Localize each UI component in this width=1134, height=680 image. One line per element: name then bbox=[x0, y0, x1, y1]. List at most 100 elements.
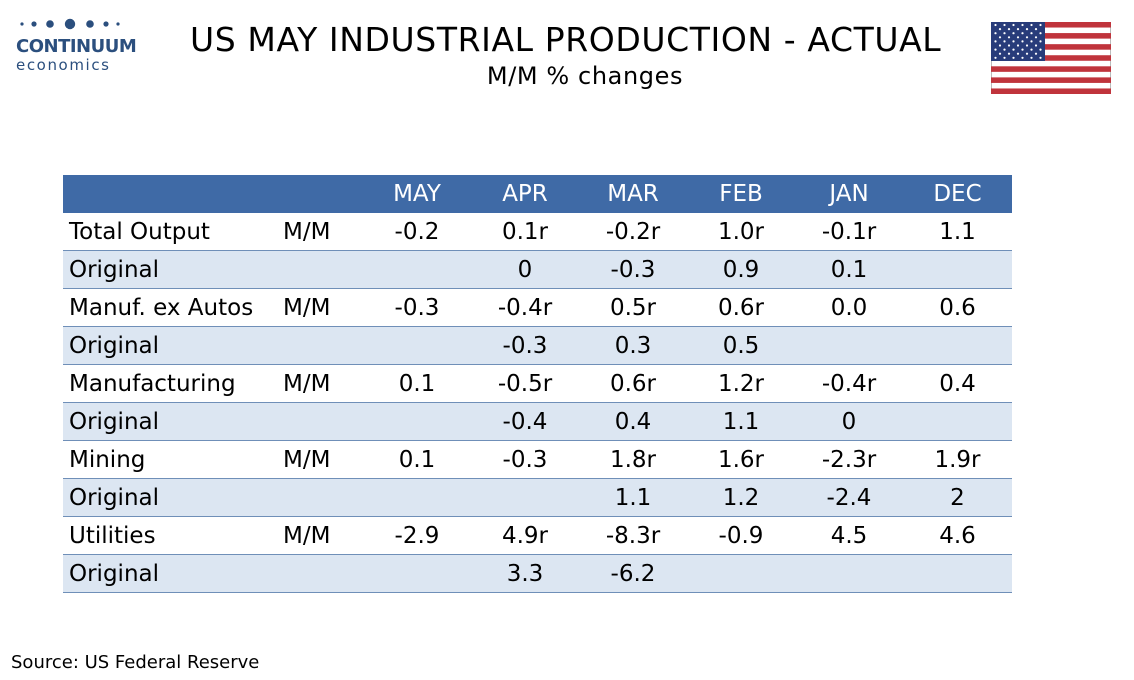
table-cell: 0 bbox=[795, 402, 903, 441]
row-unit: M/M bbox=[283, 516, 363, 555]
table-cell bbox=[363, 326, 471, 365]
column-header: DEC bbox=[903, 175, 1012, 213]
row-unit: M/M bbox=[283, 440, 363, 479]
table-cell: -0.4r bbox=[795, 364, 903, 403]
table-cell: 0.4 bbox=[579, 402, 687, 441]
table-cell: 1.2 bbox=[687, 478, 795, 517]
table-cell: -0.3 bbox=[363, 288, 471, 327]
table-cell: -0.2r bbox=[579, 213, 687, 251]
table-cell bbox=[903, 250, 1012, 289]
row-label: Original bbox=[63, 554, 283, 593]
table-cell: 4.5 bbox=[795, 516, 903, 555]
table-cell: 3.3 bbox=[471, 554, 579, 593]
table-cell: -0.5r bbox=[471, 364, 579, 403]
table-cell: -2.3r bbox=[795, 440, 903, 479]
table-row: Original -0.4 0.4 1.1 0 bbox=[63, 402, 1012, 441]
table-cell: -2.4 bbox=[795, 478, 903, 517]
row-unit bbox=[283, 250, 363, 289]
table-cell: -0.9 bbox=[687, 516, 795, 555]
logo-word: CONTINUUM bbox=[16, 36, 137, 57]
table-cell: 0.6r bbox=[687, 288, 795, 327]
row-unit bbox=[283, 554, 363, 593]
row-label: Manuf. ex Autos bbox=[63, 288, 283, 327]
table-cell: -0.2 bbox=[363, 213, 471, 251]
table-cell: 0.3 bbox=[579, 326, 687, 365]
page-title: US MAY INDUSTRIAL PRODUCTION - ACTUAL bbox=[190, 20, 942, 59]
table-cell: 0.6r bbox=[579, 364, 687, 403]
table-cell: 0.9 bbox=[687, 250, 795, 289]
table-header-row: MAY APR MAR FEB JAN DEC bbox=[63, 175, 1012, 213]
row-unit bbox=[283, 326, 363, 365]
table-cell: 0.1r bbox=[471, 213, 579, 251]
table-cell: 4.9r bbox=[471, 516, 579, 555]
table-cell: 0.4 bbox=[903, 364, 1012, 403]
table-cell: 0.6 bbox=[903, 288, 1012, 327]
row-label: Mining bbox=[63, 440, 283, 479]
column-header: FEB bbox=[687, 175, 795, 213]
table-cell: 1.1 bbox=[579, 478, 687, 517]
row-label: Original bbox=[63, 402, 283, 441]
table-cell bbox=[363, 250, 471, 289]
table-cell: 1.1 bbox=[687, 402, 795, 441]
row-label: Total Output bbox=[63, 213, 283, 251]
table-cell bbox=[903, 402, 1012, 441]
table-row: Original 3.3 -6.2 bbox=[63, 554, 1012, 593]
table-cell: 1.1 bbox=[903, 213, 1012, 251]
table-cell: 0.1 bbox=[363, 364, 471, 403]
table-cell: -0.4r bbox=[471, 288, 579, 327]
table-row: Original 1.1 1.2 -2.4 2 bbox=[63, 478, 1012, 517]
table-cell bbox=[795, 326, 903, 365]
continuum-logo: CONTINUUM economics bbox=[12, 14, 137, 76]
table-cell: 1.9r bbox=[903, 440, 1012, 479]
logo-dots-icon bbox=[20, 18, 120, 30]
table-cell: 0.0 bbox=[795, 288, 903, 327]
row-unit: M/M bbox=[283, 288, 363, 327]
table-cell: -0.1r bbox=[795, 213, 903, 251]
table-cell: 0.5r bbox=[579, 288, 687, 327]
table-cell: 0.1 bbox=[363, 440, 471, 479]
column-header: MAY bbox=[363, 175, 471, 213]
column-header bbox=[283, 175, 363, 213]
table-row: Original -0.3 0.3 0.5 bbox=[63, 326, 1012, 365]
column-header: MAR bbox=[579, 175, 687, 213]
table-cell bbox=[903, 554, 1012, 593]
table-row: Total Output M/M -0.2 0.1r -0.2r 1.0r -0.1r 1.1 bbox=[63, 213, 1012, 251]
table-cell: 2 bbox=[903, 478, 1012, 517]
table-cell bbox=[687, 554, 795, 593]
table-row: Mining M/M 0.1 -0.3 1.8r 1.6r -2.3r 1.9r bbox=[63, 440, 1012, 479]
table-cell: 1.6r bbox=[687, 440, 795, 479]
table-cell: -0.3 bbox=[471, 440, 579, 479]
table-cell: 1.2r bbox=[687, 364, 795, 403]
table-row: Original 0 -0.3 0.9 0.1 bbox=[63, 250, 1012, 289]
table-cell: -0.3 bbox=[471, 326, 579, 365]
column-header: JAN bbox=[795, 175, 903, 213]
table-cell bbox=[363, 554, 471, 593]
page-subtitle: M/M % changes bbox=[486, 62, 684, 90]
row-label: Original bbox=[63, 478, 283, 517]
table-cell: 0.5 bbox=[687, 326, 795, 365]
row-label: Original bbox=[63, 326, 283, 365]
table-cell: -0.3 bbox=[579, 250, 687, 289]
table-row: Manuf. ex Autos M/M -0.3 -0.4r 0.5r 0.6r 0.0 0.… bbox=[63, 288, 1012, 327]
row-label: Original bbox=[63, 250, 283, 289]
column-header: APR bbox=[471, 175, 579, 213]
logo-sub: economics bbox=[16, 56, 111, 74]
table-cell bbox=[795, 554, 903, 593]
table-cell: 0.1 bbox=[795, 250, 903, 289]
row-unit bbox=[283, 478, 363, 517]
data-table: MAY APR MAR FEB JAN DEC Total Output M/M -… bbox=[63, 175, 1012, 593]
table-row: Manufacturing M/M 0.1 -0.5r 0.6r 1.2r -0.4r 0.4 bbox=[63, 364, 1012, 403]
table-cell: 1.8r bbox=[579, 440, 687, 479]
table-cell: -6.2 bbox=[579, 554, 687, 593]
table-cell bbox=[363, 478, 471, 517]
row-unit bbox=[283, 402, 363, 441]
table-cell bbox=[471, 478, 579, 517]
table-row: Utilities M/M -2.9 4.9r -8.3r -0.9 4.5 4.6 bbox=[63, 516, 1012, 555]
table-cell bbox=[363, 402, 471, 441]
table-cell: 0 bbox=[471, 250, 579, 289]
row-label: Manufacturing bbox=[63, 364, 283, 403]
table-cell: -8.3r bbox=[579, 516, 687, 555]
column-header bbox=[63, 175, 283, 213]
row-unit: M/M bbox=[283, 213, 363, 251]
table-cell bbox=[903, 326, 1012, 365]
